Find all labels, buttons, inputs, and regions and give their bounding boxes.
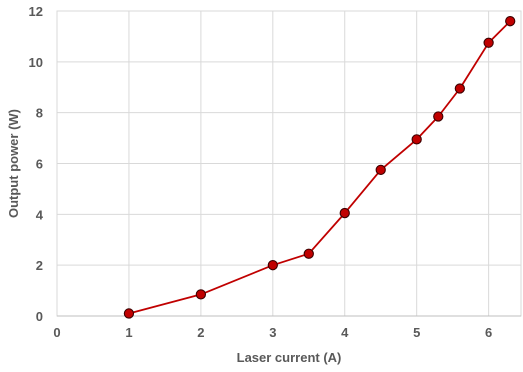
y-tick-label: 8 [36, 106, 43, 121]
data-point [454, 83, 466, 94]
y-tick-label: 4 [36, 207, 44, 222]
y-tick-label: 0 [36, 309, 43, 324]
data-point [195, 289, 207, 300]
y-tick-label: 2 [36, 258, 43, 273]
data-series [123, 16, 516, 319]
x-tick-label: 0 [53, 325, 60, 340]
series-line [128, 20, 511, 315]
x-tick-label: 5 [413, 325, 420, 340]
data-point [483, 37, 494, 48]
x-tick-label: 6 [485, 325, 492, 340]
data-point [123, 308, 135, 319]
x-tick-label: 3 [269, 325, 276, 340]
x-tick-label: 2 [197, 325, 204, 340]
y-tick-label: 6 [36, 157, 43, 172]
data-point [339, 207, 350, 219]
data-point [267, 260, 278, 271]
y-tick-label: 12 [29, 4, 43, 19]
data-point [433, 111, 444, 122]
x-tick-label: 1 [125, 325, 132, 340]
y-axis-title: Output power (W) [6, 109, 21, 218]
data-point [303, 248, 314, 259]
y-tick-label: 10 [29, 55, 43, 70]
x-tick-label: 4 [341, 325, 349, 340]
data-point [505, 16, 516, 27]
x-axis-title: Laser current (A) [237, 350, 342, 365]
data-point [411, 134, 422, 145]
data-point [375, 164, 386, 176]
gridlines [56, 10, 522, 317]
